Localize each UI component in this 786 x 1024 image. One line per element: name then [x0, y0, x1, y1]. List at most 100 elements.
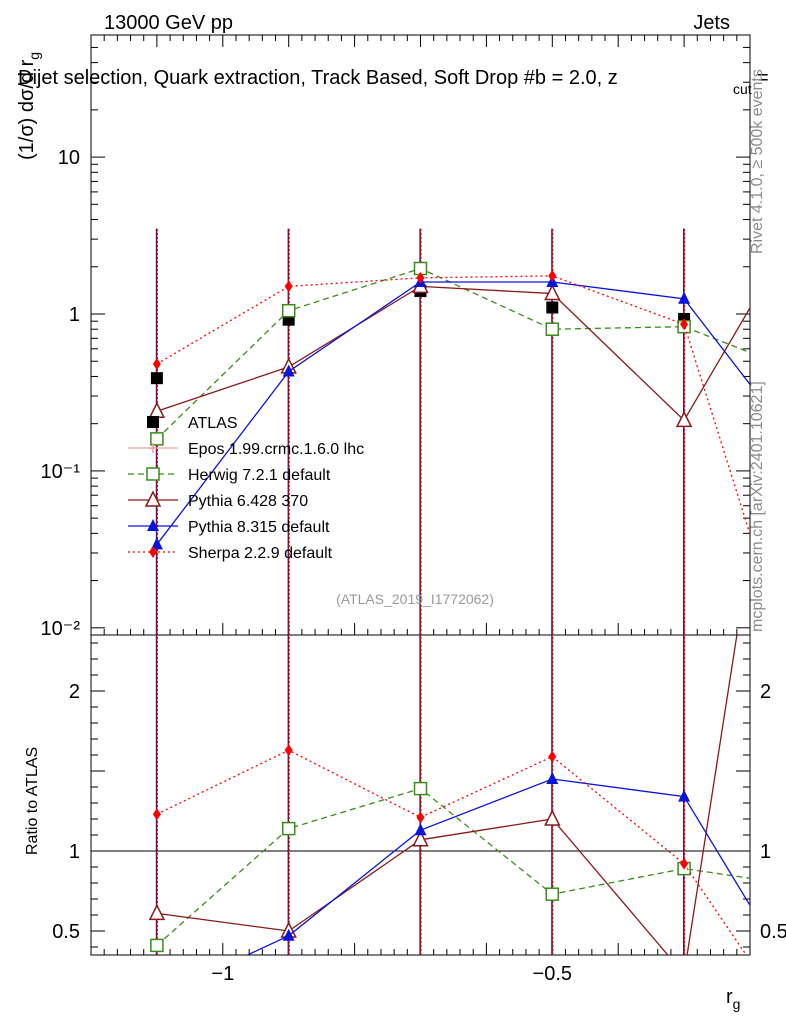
legend-label: Herwig 7.2.1 default	[188, 467, 331, 484]
svg-text:(1/σ) dσ/d rg: (1/σ) dσ/d rg	[16, 52, 42, 160]
x-axis-title-sub: g	[733, 996, 741, 1012]
rivet-version-label: Rivet 4.1.0, ≥ 500k events	[749, 69, 766, 254]
analysis-id: (ATLAS_2019_I1772062)	[336, 591, 494, 607]
pythia6-marker	[776, 331, 786, 345]
herwig-marker	[777, 877, 786, 889]
herwig-marker	[281, 821, 296, 836]
legend-label: Pythia 6.428 370	[188, 493, 308, 510]
ratio-y-tick-label-right: 1	[760, 841, 771, 863]
legend-label: Sherpa 2.2.9 default	[188, 545, 333, 562]
ratio-y-tick-label-right: 0.5	[760, 921, 786, 943]
pythia8-marker	[546, 772, 559, 784]
sherpa-ratio-series	[152, 744, 786, 1015]
ratio-y-tick-label: 0.5	[52, 921, 80, 943]
pythia6-ratio-line	[156, 635, 738, 955]
pythia6-marker	[144, 490, 162, 507]
legend-label: Epos 1.99.crmc.1.6.0 lhc	[188, 441, 364, 458]
atlas-series	[150, 285, 786, 385]
pythia6-marker	[544, 809, 561, 826]
zcut-equals: =	[757, 67, 769, 89]
ratio-axis-ticks: −1 −0.5 0.5 0.5 1 1 2 2	[52, 642, 786, 985]
main-y-axis-title: (1/σ) dσ/d rg	[16, 52, 42, 160]
sherpa-marker	[680, 318, 689, 331]
ratio-plot-clip	[148, 331, 786, 1015]
legend-item-sherpa: Sherpa 2.2.9 default	[128, 545, 333, 562]
x-axis-title: rg	[726, 986, 740, 1012]
pythia6-marker	[677, 966, 691, 980]
pythia6-marker	[412, 830, 429, 847]
herwig-marker	[281, 303, 296, 318]
main-y-title-text: (1/σ) dσ/d r	[16, 59, 38, 160]
herwig-series	[150, 261, 786, 446]
pythia8-marker	[282, 364, 295, 377]
atlas-marker	[777, 344, 786, 356]
ratio-y-tick-label-right: 2	[760, 681, 771, 703]
herwig-marker	[146, 467, 160, 481]
pythia8-marker	[147, 519, 159, 531]
x-tick-label: −0.5	[533, 963, 572, 985]
sherpa-marker	[680, 857, 689, 870]
atlas-marker	[150, 372, 163, 385]
legend-label: ATLAS	[188, 415, 238, 432]
ratio-plot-data	[148, 331, 786, 1015]
pythia8-ratio-line	[245, 778, 750, 955]
ratio-y-tick-label: 2	[69, 681, 80, 703]
pythia6-line	[156, 285, 750, 422]
main-plot-data	[148, 228, 786, 645]
pythia6-series	[148, 244, 786, 428]
main-axis-ticks: 10⁻² 10⁻¹ 1 10	[41, 34, 751, 640]
herwig-marker	[545, 887, 560, 901]
pythia8-marker	[151, 990, 163, 1002]
main-plot-clip	[148, 228, 786, 645]
atlas-marker	[546, 301, 559, 314]
legend-item-herwig: Herwig 7.2.1 default	[128, 467, 331, 484]
sherpa-marker	[152, 808, 161, 821]
pythia8-marker	[777, 420, 786, 432]
pythia8-marker	[150, 537, 163, 550]
sherpa-marker	[284, 280, 293, 293]
ratio-y-axis-title: Ratio to ATLAS	[24, 747, 41, 855]
pythia8-marker	[414, 823, 427, 836]
pythia8-marker	[678, 789, 691, 802]
sherpa-marker	[779, 633, 786, 645]
herwig-marker	[150, 432, 164, 446]
sherpa-marker	[149, 546, 157, 558]
x-tick-label: −1	[211, 963, 234, 985]
pythia8-marker	[777, 953, 786, 965]
sherpa-marker	[416, 811, 425, 824]
main-y-title-sub: g	[26, 52, 42, 60]
sherpa-line	[156, 275, 750, 537]
sherpa-series	[152, 269, 786, 645]
pythia8-ratio-series	[151, 772, 786, 1002]
herwig-marker	[545, 322, 560, 336]
legend-item-atlas: ATLAS	[147, 415, 238, 432]
sherpa-marker	[284, 744, 293, 757]
sherpa-marker	[548, 269, 557, 282]
y-tick-label: 1	[69, 304, 80, 326]
pythia8-line	[156, 281, 750, 545]
legend-item-pythia6: Pythia 6.428 370	[128, 490, 308, 510]
atlas-marker	[147, 416, 159, 428]
herwig-marker	[150, 938, 164, 953]
herwig-marker	[777, 359, 786, 371]
sherpa-marker	[416, 271, 425, 284]
herwig-line	[156, 267, 750, 440]
ratio-y-tick-label: 1	[69, 841, 80, 863]
y-tick-label: 10	[58, 147, 80, 169]
y-tick-label: 10⁻²	[41, 618, 81, 640]
pythia6-marker	[148, 903, 166, 921]
legend: ATLAS Epos 1.99.crmc.1.6.0 lhc Herwig 7.2.…	[128, 415, 364, 562]
legend-label: Pythia 8.315 default	[188, 519, 330, 536]
legend-item-epos: Epos 1.99.crmc.1.6.0 lhc	[128, 441, 364, 458]
pythia6-marker	[776, 244, 786, 258]
sherpa-ratio-line	[156, 749, 748, 955]
y-tick-label: 10⁻¹	[41, 461, 81, 483]
sherpa-marker	[779, 1003, 786, 1015]
herwig-marker	[413, 781, 428, 796]
zcut-subscript: cut	[733, 81, 752, 97]
pythia6-marker	[544, 283, 561, 301]
mcplots-label: mcplots.cern.ch [arXiv:2401.10621]	[749, 381, 766, 632]
sherpa-marker	[548, 750, 557, 763]
selection-title: Dijet selection, Quark extraction, Track…	[18, 67, 618, 89]
